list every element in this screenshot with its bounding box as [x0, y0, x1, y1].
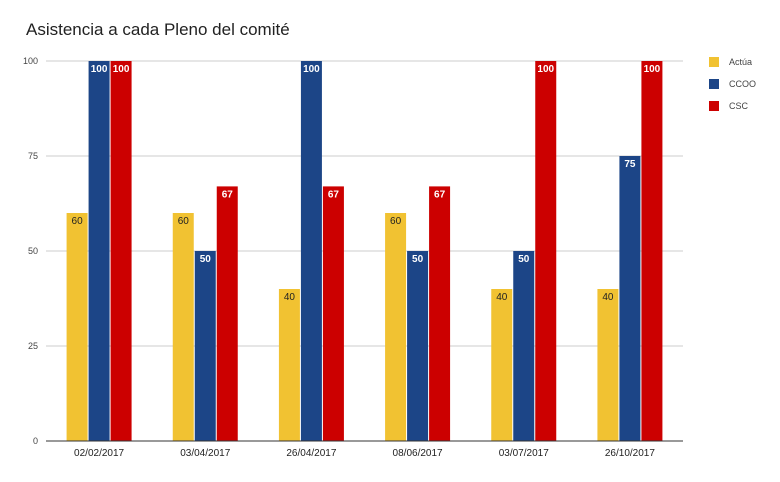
legend-label: Actúa [729, 56, 753, 67]
bar [110, 61, 132, 441]
data-label: 40 [496, 292, 508, 303]
bar [513, 251, 535, 441]
data-label: 67 [434, 189, 446, 200]
data-label: 50 [412, 254, 424, 265]
bar [619, 156, 641, 441]
x-tick-label: 08/06/2017 [393, 448, 443, 459]
data-label: 100 [113, 64, 130, 75]
legend-swatch [709, 78, 719, 89]
y-tick-label: 100 [23, 56, 38, 66]
bar [322, 186, 344, 441]
legend-label: CCOO [729, 78, 756, 89]
legend-item: Actúa [709, 51, 756, 72]
bar [88, 61, 110, 441]
data-label: 50 [200, 254, 212, 265]
legend-item: CSC [709, 95, 756, 116]
bar [216, 186, 238, 441]
bar [278, 289, 300, 441]
y-tick-label: 0 [33, 436, 38, 446]
chart-title: Asistencia a cada Pleno del comité [26, 20, 290, 39]
bar [300, 61, 322, 441]
data-label: 67 [328, 189, 340, 200]
data-label: 50 [518, 254, 530, 265]
data-label: 100 [91, 64, 108, 75]
legend-swatch [709, 56, 719, 67]
data-label: 100 [303, 64, 320, 75]
x-tick-label: 03/07/2017 [499, 448, 549, 459]
data-label: 40 [602, 292, 614, 303]
legend-swatch [709, 100, 719, 111]
legend-label: CSC [729, 100, 749, 111]
bar [429, 186, 451, 441]
data-label: 40 [284, 292, 296, 303]
bar [597, 289, 619, 441]
legend-item: CCOO [709, 73, 756, 94]
x-tick-label: 03/04/2017 [180, 448, 230, 459]
bar [194, 251, 216, 441]
bar [66, 213, 88, 441]
y-tick-label: 25 [28, 341, 38, 351]
y-tick-label: 75 [28, 151, 38, 161]
bar [491, 289, 513, 441]
bar [535, 61, 557, 441]
bar [172, 213, 194, 441]
data-label: 60 [390, 216, 402, 227]
x-tick-label: 26/04/2017 [286, 448, 336, 459]
x-tick-label: 02/02/2017 [74, 448, 124, 459]
data-label: 100 [537, 64, 554, 75]
x-tick-label: 26/10/2017 [605, 448, 655, 459]
data-label: 60 [178, 216, 190, 227]
bar [407, 251, 429, 441]
data-label: 67 [222, 189, 234, 200]
data-label: 60 [72, 216, 84, 227]
y-tick-label: 50 [28, 246, 38, 256]
data-label: 75 [624, 159, 636, 170]
chart-legend: Actúa CCOO CSC [709, 51, 756, 117]
bar [385, 213, 407, 441]
data-label: 100 [644, 64, 661, 75]
bar [641, 61, 663, 441]
